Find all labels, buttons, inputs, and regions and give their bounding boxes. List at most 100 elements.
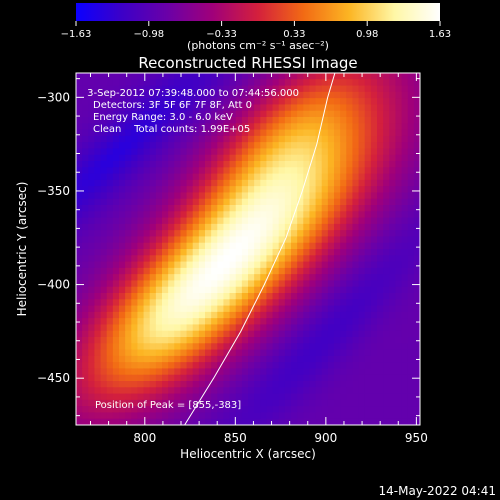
heatmap-cell [223,249,231,256]
heatmap-cell [389,223,397,231]
heatmap-cell [334,79,341,87]
heatmap-cell [401,123,409,131]
heatmap-cell [125,387,132,395]
heatmap-cell [125,142,132,150]
heatmap-cell [112,223,120,231]
heatmap-cell [186,286,194,294]
heatmap-cell [186,230,194,238]
heatmap-cell [327,192,335,200]
y-tick-label: −300 [37,90,70,104]
heatmap-cell [395,154,403,162]
heatmap-cell [291,98,298,106]
heatmap-cell [395,343,403,351]
heatmap-cell [180,318,188,326]
heatmap-cell [205,123,212,131]
x-tick-label: 950 [405,431,428,445]
heatmap-cell [186,374,194,382]
heatmap-cell [174,186,182,194]
heatmap-cell [223,355,231,363]
heatmap-cell [162,399,169,407]
heatmap-cell [155,255,163,263]
heatmap-cell [272,393,280,401]
heatmap-cell [309,293,317,300]
heatmap-cell [401,399,409,407]
heatmap-cell [284,412,292,420]
heatmap-cell [358,399,366,407]
heatmap-cell [407,142,415,150]
heatmap-cell [395,91,403,99]
heatmap-cell [119,205,126,212]
heatmap-cell [254,135,261,143]
heatmap-cell [309,249,317,256]
heatmap-cell [223,374,231,382]
heatmap-cell [321,349,329,357]
heatmap-cell [106,261,114,269]
heatmap-cell [334,293,341,300]
heatmap-cell [211,217,218,225]
heatmap-cell [248,299,255,307]
heatmap-cell [383,418,390,425]
heatmap-cell [272,305,280,313]
heatmap-cell [241,186,249,194]
heatmap-cell [229,249,237,256]
heatmap-cell [82,223,89,231]
heatmap-cell [205,387,212,395]
heatmap-cell [358,135,366,143]
heatmap-cell [205,355,212,363]
heatmap-cell [119,368,126,376]
heatmap-cell [155,249,163,256]
heatmap-cell [389,286,397,294]
heatmap-cell [241,293,249,300]
heatmap-cell [395,242,403,250]
heatmap-cell [229,362,237,370]
heatmap-cell [143,236,151,244]
heatmap-cell [284,154,292,162]
heatmap-cell [205,249,212,256]
heatmap-cell [229,274,237,282]
heatmap-cell [131,318,139,326]
heatmap-cell [76,330,83,338]
heatmap-cell [241,117,249,124]
heatmap-cell [162,154,169,162]
heatmap-cell [119,73,126,80]
heatmap-cell [370,205,378,212]
heatmap-cell [278,79,286,87]
heatmap-cell [260,393,268,401]
heatmap-cell [241,261,249,269]
heatmap-cell [364,230,372,238]
heatmap-cell [106,355,114,363]
heatmap-cell [321,142,329,150]
heatmap-cell [297,129,304,137]
heatmap-cell [100,217,108,225]
heatmap-cell [266,249,274,256]
heatmap-cell [315,355,323,363]
heatmap-cell [94,117,102,124]
heatmap-cell [155,98,163,106]
heatmap-cell [309,205,317,212]
heatmap-cell [309,374,317,382]
heatmap-cell [174,387,182,395]
heatmap-cell [327,311,335,319]
heatmap-cell [352,249,360,256]
heatmap-cell [407,311,415,319]
heatmap-cell [278,267,286,275]
heatmap-cell [407,324,415,332]
heatmap-cell [370,98,378,106]
heatmap-cell [284,85,292,93]
heatmap-cell [88,381,96,388]
heatmap-cell [364,368,372,376]
heatmap-cell [297,255,304,263]
heatmap-cell [137,135,145,143]
heatmap-cell [407,73,415,80]
heatmap-cell [235,179,243,187]
heatmap-cell [297,173,304,181]
heatmap-cell [143,274,151,282]
heatmap-cell [143,399,151,407]
heatmap-cell [327,236,335,244]
heatmap-cell [303,293,311,300]
heatmap-cell [260,311,268,319]
heatmap-cell [235,142,243,150]
heatmap-cell [377,236,384,244]
heatmap-cell [352,343,360,351]
heatmap-cell [407,79,415,87]
